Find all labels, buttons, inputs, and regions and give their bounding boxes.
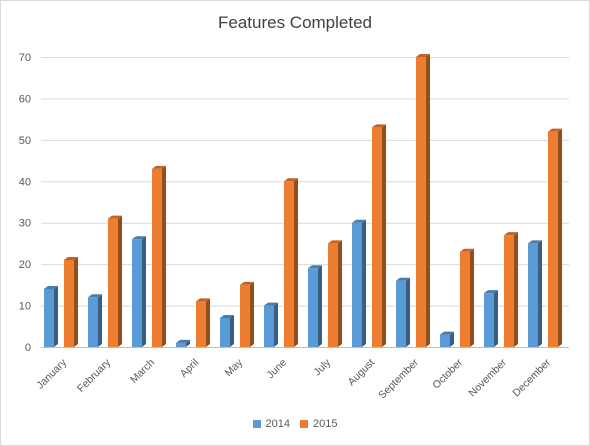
y-tick-label-70: 70 <box>19 52 31 64</box>
y-tick-label-10: 10 <box>19 301 31 313</box>
bar-2015-january <box>64 257 78 347</box>
bar-2014-september <box>396 277 410 347</box>
x-tick-label-january: January <box>34 356 69 391</box>
bar-2015-march <box>152 165 166 347</box>
bar-2015-december <box>548 128 562 347</box>
bar-2015-october <box>460 248 474 347</box>
y-tick-label-0: 0 <box>25 342 31 354</box>
x-tick-label-july: July <box>311 356 333 378</box>
bar-2014-january <box>44 286 58 347</box>
bar-2014-april <box>176 339 190 347</box>
x-tick-label-september: September <box>376 356 421 401</box>
bar-2014-november <box>484 290 498 347</box>
x-tick-label-november: November <box>466 356 509 399</box>
bar-2014-march <box>132 236 146 347</box>
legend-label-2015: 2015 <box>313 418 338 430</box>
x-tick-label-march: March <box>128 357 157 386</box>
bar-2014-august <box>352 219 366 347</box>
legend-swatch-2014 <box>252 420 261 428</box>
y-tick-label-50: 50 <box>19 135 31 147</box>
bar-2015-september <box>416 54 430 347</box>
bar-2015-may <box>240 281 254 347</box>
legend-item-2015: 2015 <box>300 418 337 430</box>
x-tick-label-february: February <box>75 356 114 395</box>
bar-2014-july <box>308 265 322 347</box>
x-tick-label-august: August <box>346 357 378 389</box>
y-tick-label-20: 20 <box>19 259 31 271</box>
bar-2014-june <box>264 302 278 347</box>
bar-2015-february <box>108 215 122 347</box>
x-tick-label-may: May <box>223 356 246 379</box>
x-tick-label-october: October <box>430 356 465 391</box>
bar-2014-october <box>440 331 454 347</box>
chart-legend: 2014 2015 <box>1 418 589 430</box>
bar-2014-december <box>528 240 542 347</box>
bar-2014-may <box>220 315 234 347</box>
x-tick-label-april: April <box>178 357 201 380</box>
bar-2015-april <box>196 298 210 347</box>
x-tick-label-june: June <box>265 357 290 382</box>
bar-2015-august <box>372 124 386 347</box>
y-tick-label-30: 30 <box>19 218 31 230</box>
legend-label-2014: 2014 <box>265 418 290 430</box>
y-tick-label-40: 40 <box>19 176 31 188</box>
bar-2015-november <box>504 232 518 347</box>
bar-2015-june <box>284 178 298 347</box>
y-tick-label-60: 60 <box>19 93 31 105</box>
bar-2014-february <box>88 294 102 347</box>
x-tick-label-december: December <box>510 356 553 399</box>
legend-item-2014: 2014 <box>252 418 290 430</box>
chart-title: Features Completed <box>217 13 373 32</box>
legend-swatch-2015 <box>300 420 308 428</box>
bar-2015-july <box>328 240 342 347</box>
